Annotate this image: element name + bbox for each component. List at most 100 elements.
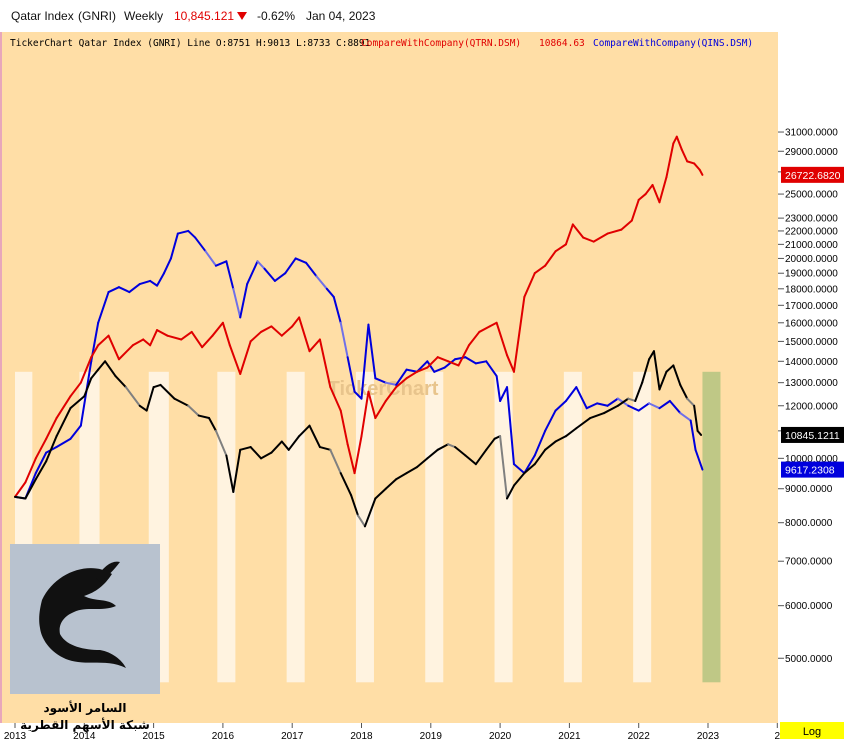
series-qtrn-dsm-segment [69,381,82,398]
series-qtrn-dsm-segment [201,334,214,349]
legend-qtrn-label[interactable]: CompareWithCompany(QTRN.DSM) [361,38,521,49]
series-qtrn-dsm-segment [651,183,661,204]
quote-date: Jan 04, 2023 [306,9,376,23]
series-gnri-segment [145,386,155,412]
series-qtrn-dsm-segment [457,344,470,367]
series-qtrn-dsm-segment [339,409,349,446]
series-qins-dsm-segment [332,295,342,324]
series-qins-dsm-segment [689,419,697,451]
series-gnri-segment [686,397,696,407]
period-selector[interactable]: Weekly [124,9,164,23]
series-gnri-segment [363,497,377,528]
year-start-band [286,371,305,683]
last-value-tag-gnri [781,426,844,443]
y-tick-label: 7000.0000 [785,557,833,568]
legend-qins-label[interactable]: CompareWithCompany(QINS.DSM) [593,38,753,49]
current-period-band [702,371,721,683]
series-qtrn-dsm-segment [374,399,387,420]
series-qins-dsm-segment [544,409,557,432]
series-gnri-segment [114,375,127,389]
x-tick-label: 2017 [281,731,304,742]
x-tick-label: 2 [775,731,781,742]
y-tick-label: 23000.0000 [785,214,838,225]
series-qtrn-dsm-segment [149,329,159,347]
series-qtrn-dsm-segment [360,390,370,438]
series-qins-dsm-segment [325,287,335,298]
series-gnri-segment [384,478,398,490]
y-tick-label: 25000.0000 [785,190,838,201]
series-qins-dsm-segment [395,368,408,386]
series-gnri-segment [69,395,86,410]
series-gnri-segment [280,440,290,451]
series-gnri-segment [415,457,429,469]
series-qtrn-dsm-segment [506,354,515,373]
series-gnri-segment [436,443,450,451]
chart-header-bar: Qatar Index (GNRI) Weekly 10,845.121 -0.… [0,0,844,32]
legend-qtrn-value: 10864.63 [539,38,585,49]
y-tick-label: 21000.0000 [785,240,838,251]
series-qins-dsm-segment [606,397,619,407]
last-value-label-gnri: 10845.1211 [785,430,840,442]
series-gnri-segment [696,429,703,436]
series-gnri-segment [395,472,408,481]
series-qtrn-dsm-segment [415,366,429,373]
series-qins-dsm-segment [256,260,266,270]
series-qins-dsm-segment [474,360,488,365]
log-toggle-button[interactable]: Log [780,722,844,739]
series-gnri-segment [523,463,536,475]
series-gnri-segment [197,414,211,420]
series-gnri-segment [298,424,311,438]
series-gnri-segment [564,427,578,438]
y-tick-label: 19000.0000 [785,269,838,280]
legend-bar: TickerChart Qatar Index (GNRI) Line O:87… [10,38,753,49]
series-qtrn-dsm-segment [426,356,439,369]
series-gnri-segment [329,448,342,475]
series-gnri-segment [405,466,418,475]
series-qins-dsm-segment [34,451,48,475]
series-gnri-segment [357,514,366,528]
price-axis[interactable] [778,32,844,723]
y-tick-label: 16000.0000 [785,318,838,329]
series-qtrn-dsm-segment [606,228,623,235]
series-qtrn-dsm-segment [523,272,536,298]
time-axis[interactable] [0,723,844,744]
series-qins-dsm-segment [426,360,436,373]
black-stallion-icon [39,568,127,668]
log-button-label[interactable]: Log [803,726,821,738]
log-button-bg[interactable] [780,722,844,739]
series-qins-dsm-segment [454,356,467,361]
series-qtrn-dsm-segment [367,390,377,420]
series-gnri-segment [616,397,630,407]
series-gnri-segment [679,383,689,400]
series-qtrn-dsm-segment [260,325,273,333]
x-tick-label: 2016 [212,731,235,742]
series-qtrn-dsm-segment [291,316,301,328]
series-gnri-segment [589,412,606,420]
series-gnri-segment [318,446,332,451]
series-qtrn-dsm-segment [346,443,356,475]
series-qtrn-dsm-segment [533,264,547,275]
symbol-name[interactable]: Qatar Index [11,9,74,23]
series-qtrn-dsm-segment [308,338,321,353]
series-gnri-segment [512,472,526,487]
series-gnri-segment [124,386,141,407]
series-qtrn-dsm-segment [680,148,689,163]
series-gnri-segment [506,484,515,500]
series-gnri-segment [533,448,547,466]
series-qins-dsm-segment [499,386,509,402]
series-qins-dsm-segment [679,412,692,422]
series-qins-dsm-segment [694,448,704,471]
logo-image [10,544,160,694]
series-gnri-segment [24,478,37,500]
x-tick-label: 2022 [628,731,651,742]
year-start-band [217,371,236,683]
series-gnri-segment [544,440,557,451]
y-tick-label: 31000.0000 [785,128,838,139]
series-qtrn-dsm-segment [693,162,701,171]
down-arrow-icon [237,12,247,20]
y-tick-label: 22000.0000 [785,226,838,237]
year-start-band [633,371,652,683]
y-tick-label: 9000.0000 [785,484,833,495]
series-qtrn-dsm-segment [698,168,704,176]
